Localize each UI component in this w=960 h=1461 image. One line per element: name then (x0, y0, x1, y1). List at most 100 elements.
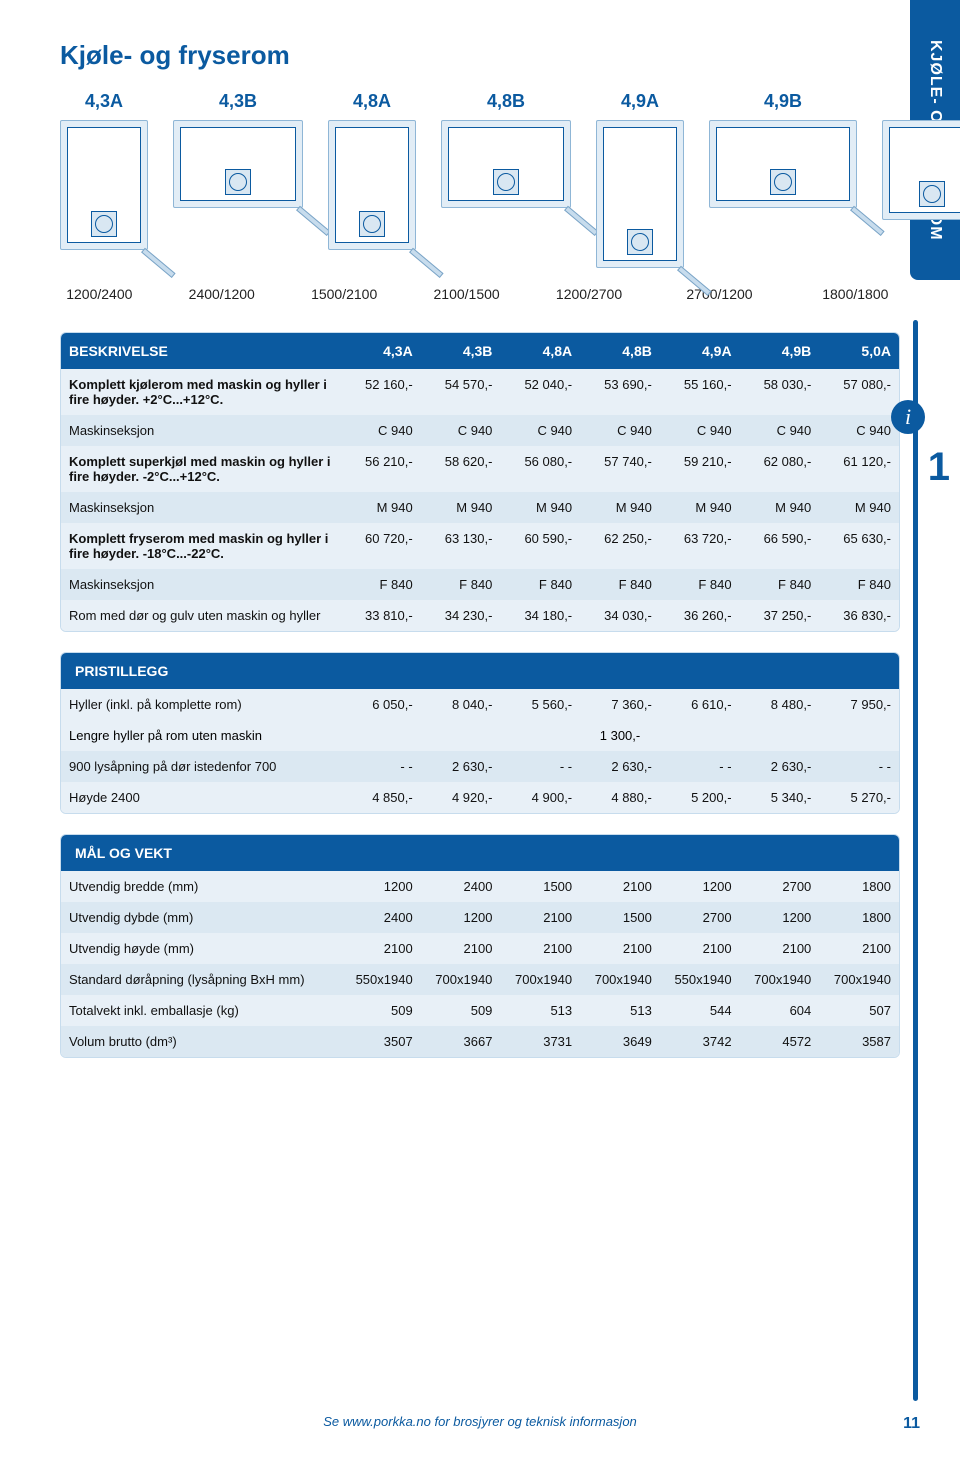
cell: C 940 (819, 415, 899, 446)
cell: 4 880,- (580, 782, 660, 813)
cell: 2100 (580, 871, 660, 902)
cell: 1800 (819, 902, 899, 933)
table-row: Komplett superkjøl med maskin og hyller … (61, 446, 899, 492)
cell: 4572 (740, 1026, 820, 1057)
cell: M 940 (341, 492, 421, 523)
cell: F 840 (740, 569, 820, 600)
diagram-4,9A: 4,9A (596, 91, 684, 268)
col-header: 4,9A (660, 333, 740, 369)
table-row: Utvendig høyde (mm)210021002100210021002… (61, 933, 899, 964)
cell: M 940 (740, 492, 820, 523)
cell: 700x1940 (740, 964, 820, 995)
cell: - - (500, 751, 580, 782)
diagram-4,9B: 4,9B (709, 91, 857, 268)
diagram-box (173, 120, 303, 208)
cell: 6 050,- (341, 689, 421, 720)
cell: 2100 (500, 933, 580, 964)
cell: 2100 (341, 933, 421, 964)
cell: 513 (580, 995, 660, 1026)
cell: 62 080,- (740, 446, 820, 492)
cell: 604 (740, 995, 820, 1026)
dim-label: 2400/1200 (164, 286, 280, 302)
cell: 36 830,- (819, 600, 899, 631)
cell: 4 900,- (500, 782, 580, 813)
cell: 1200 (660, 871, 740, 902)
cell: 5 270,- (819, 782, 899, 813)
cell: F 840 (341, 569, 421, 600)
cell: 63 130,- (421, 523, 501, 569)
cell: 2 630,- (580, 751, 660, 782)
cell: 1800 (819, 871, 899, 902)
cell: 5 560,- (500, 689, 580, 720)
cell: 700x1940 (580, 964, 660, 995)
table-row: Volum brutto (dm³)3507366737313649374245… (61, 1026, 899, 1057)
cell: 3667 (421, 1026, 501, 1057)
diagram-label: 4,9A (621, 91, 659, 112)
table-row: MaskinseksjonC 940C 940C 940C 940C 940C … (61, 415, 899, 446)
page-number: 11 (903, 1415, 920, 1433)
table-row: Komplett kjølerom med maskin og hyller i… (61, 369, 899, 415)
cell: 56 210,- (341, 446, 421, 492)
row-label: Standard døråpning (lysåpning BxH mm) (61, 964, 341, 995)
side-stripe (913, 320, 918, 1401)
cell: 2400 (341, 902, 421, 933)
cell: 8 480,- (740, 689, 820, 720)
cell: 55 160,- (660, 369, 740, 415)
cell: 3587 (819, 1026, 899, 1057)
cell: 700x1940 (421, 964, 501, 995)
cell: 2100 (421, 933, 501, 964)
table-row: Standard døråpning (lysåpning BxH mm)550… (61, 964, 899, 995)
cell: 60 720,- (341, 523, 421, 569)
lengre-label: Lengre hyller på rom uten maskin (61, 720, 341, 751)
cell: C 940 (421, 415, 501, 446)
table-row: MaskinseksjonF 840F 840F 840F 840F 840F … (61, 569, 899, 600)
cell: 59 210,- (660, 446, 740, 492)
cell: 56 080,- (500, 446, 580, 492)
cell: 550x1940 (341, 964, 421, 995)
col-header: 4,8A (500, 333, 580, 369)
diagram-label: 4,8B (487, 91, 525, 112)
cell: 2100 (580, 933, 660, 964)
cell: 58 620,- (421, 446, 501, 492)
cell: F 840 (421, 569, 501, 600)
cell: 507 (819, 995, 899, 1026)
diagram-box (596, 120, 684, 268)
col-header: 4,3A (341, 333, 421, 369)
cell: C 940 (580, 415, 660, 446)
diagram-box (60, 120, 148, 250)
diagram-4,8A: 4,8A (328, 91, 416, 268)
table-row: Komplett fryserom med maskin og hyller i… (61, 523, 899, 569)
cell: C 940 (341, 415, 421, 446)
cell: 2 630,- (421, 751, 501, 782)
cell: 34 180,- (500, 600, 580, 631)
col-header: 5,0A (819, 333, 899, 369)
cell: - - (819, 751, 899, 782)
cell: 1200 (341, 871, 421, 902)
cell: 33 810,- (341, 600, 421, 631)
col-header: BESKRIVELSE (61, 333, 341, 369)
cell: 1500 (580, 902, 660, 933)
cell: 5 340,- (740, 782, 820, 813)
row-label: Rom med dør og gulv uten maskin og hylle… (61, 600, 341, 631)
pristillegg-header: PRISTILLEGG (61, 653, 899, 689)
cell: 7 360,- (580, 689, 660, 720)
cell: 54 570,- (421, 369, 501, 415)
diagram-4,3B: 4,3B (173, 91, 303, 268)
diagram-label: 4,3B (219, 91, 257, 112)
cell: 1200 (421, 902, 501, 933)
cell: C 940 (660, 415, 740, 446)
table-row: Rom med dør og gulv uten maskin og hylle… (61, 600, 899, 631)
cell: 700x1940 (819, 964, 899, 995)
cell: 509 (341, 995, 421, 1026)
row-label: Komplett fryserom med maskin og hyller i… (61, 523, 341, 569)
dim-label: 1500/2100 (305, 286, 384, 302)
cell: 3731 (500, 1026, 580, 1057)
cell: C 940 (500, 415, 580, 446)
cell: 4 920,- (421, 782, 501, 813)
row-label: Volum brutto (dm³) (61, 1026, 341, 1057)
cell: 57 080,- (819, 369, 899, 415)
cell: F 840 (660, 569, 740, 600)
row-label: Maskinseksjon (61, 569, 341, 600)
row-label: Komplett kjølerom med maskin og hyller i… (61, 369, 341, 415)
cell: 3742 (660, 1026, 740, 1057)
